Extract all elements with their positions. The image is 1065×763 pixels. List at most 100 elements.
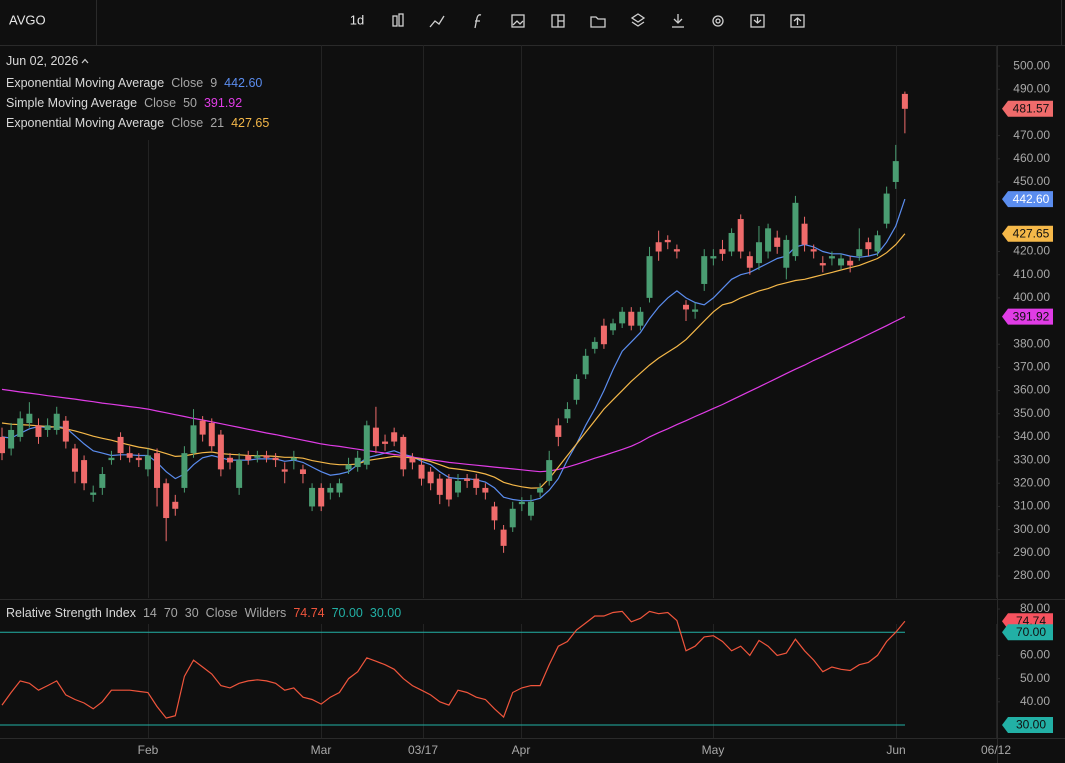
interval-button[interactable]: 1d xyxy=(350,12,364,27)
y-tick-label: 320.00 xyxy=(1013,475,1050,489)
candle-body xyxy=(746,256,753,268)
legend-source: Close xyxy=(171,116,204,130)
candle-body xyxy=(500,529,507,546)
candle-body xyxy=(254,455,261,458)
candle-body xyxy=(555,425,562,437)
legend-row[interactable]: Exponential Moving Average Close 21 427.65 xyxy=(6,113,276,133)
legend-smoothing: Wilders xyxy=(244,606,287,620)
layers-icon[interactable] xyxy=(630,13,646,27)
y-tick-label: 330.00 xyxy=(1013,452,1050,466)
legend-value: 70.00 xyxy=(331,606,363,620)
candle-body xyxy=(372,427,379,447)
legend-name: Exponential Moving Average xyxy=(6,76,165,90)
candle-body xyxy=(564,409,571,419)
y-tick-label: 290.00 xyxy=(1013,545,1050,559)
legend-date-row[interactable]: Jun 02, 2026 xyxy=(6,51,276,71)
candle-body xyxy=(436,478,443,495)
badge-label: 481.57 xyxy=(1013,101,1050,115)
y-tick-label: 450.00 xyxy=(1013,174,1050,188)
candle-body xyxy=(673,249,680,252)
candle-body xyxy=(710,256,717,259)
chart-type-icon[interactable] xyxy=(392,13,404,27)
folder-icon[interactable] xyxy=(590,16,606,28)
y-tick-label: 340.00 xyxy=(1013,429,1050,443)
candle-body xyxy=(53,413,60,430)
candle-body xyxy=(144,455,151,470)
candle-body xyxy=(17,418,24,437)
candle-body xyxy=(619,311,626,324)
legend-period: 50 xyxy=(183,96,197,110)
price-badge xyxy=(1002,191,1053,208)
badge-label: 30.00 xyxy=(1016,718,1046,732)
candle-body xyxy=(44,425,51,430)
candle-body xyxy=(400,436,407,470)
candle-body xyxy=(409,457,416,463)
layout-icon[interactable] xyxy=(551,14,565,28)
y-tick-label: 380.00 xyxy=(1013,336,1050,350)
candle-body xyxy=(181,453,188,488)
candle-body xyxy=(391,432,398,442)
candle-body xyxy=(363,425,370,465)
y-tick-label: 500.00 xyxy=(1013,58,1050,72)
function-icon[interactable] xyxy=(474,14,482,29)
candle-body xyxy=(728,232,735,252)
ma-line xyxy=(1,198,906,502)
candle-body xyxy=(491,506,498,521)
legend-value: 74.74 xyxy=(293,606,325,620)
candle-body xyxy=(26,413,33,424)
candle-body xyxy=(537,487,544,493)
candle-body xyxy=(856,249,863,257)
badge-label: 391.92 xyxy=(1013,309,1050,323)
x-tick-label: May xyxy=(702,743,725,757)
y-tick-label: 470.00 xyxy=(1013,128,1050,142)
candle-body xyxy=(509,508,516,528)
indicators-icon[interactable] xyxy=(429,15,445,28)
candle-body xyxy=(318,487,325,507)
candle-body xyxy=(99,474,106,488)
legend-row[interactable]: Simple Moving Average Close 50 391.92 xyxy=(6,93,276,113)
legend-source: Close xyxy=(205,606,238,620)
candle-body xyxy=(0,436,5,454)
legend-period: 9 xyxy=(210,76,218,90)
legend-row[interactable]: Exponential Moving Average Close 9 442.60 xyxy=(6,73,276,93)
x-tick-label: 06/12 xyxy=(981,743,1011,757)
candle-body xyxy=(692,309,699,312)
toolbar-icons xyxy=(392,13,805,29)
candle-body xyxy=(701,256,708,284)
legend-source: Close xyxy=(144,96,177,110)
candle-body xyxy=(683,304,689,310)
y-tick-label: 40.00 xyxy=(1020,694,1050,708)
badge-label: 442.60 xyxy=(1013,192,1050,206)
y-tick-label: 370.00 xyxy=(1013,360,1050,374)
rsi-legend[interactable]: Relative Strength Index 14 70 30 Close Wilder… xyxy=(6,603,408,623)
price-badge xyxy=(1002,624,1053,641)
legend-name: Exponential Moving Average xyxy=(6,116,165,130)
candle-body xyxy=(8,429,15,449)
y-tick-label: 360.00 xyxy=(1013,383,1050,397)
candle-body xyxy=(154,453,161,488)
candle-body xyxy=(883,193,890,224)
download-icon[interactable] xyxy=(672,14,684,28)
candle-body xyxy=(865,242,872,250)
candle-body xyxy=(354,457,361,468)
y-tick-label: 310.00 xyxy=(1013,499,1050,513)
y-tick-label: 350.00 xyxy=(1013,406,1050,420)
price-badge xyxy=(1002,100,1053,117)
candle-body xyxy=(199,420,206,435)
import-icon[interactable] xyxy=(750,14,765,28)
candle-body xyxy=(755,242,762,264)
candle-body xyxy=(281,469,288,472)
candle-body xyxy=(35,425,42,437)
y-tick-label: 280.00 xyxy=(1013,568,1050,582)
candle-body xyxy=(445,478,452,500)
y-tick-label: 490.00 xyxy=(1013,81,1050,95)
y-tick-label: 420.00 xyxy=(1013,244,1050,258)
candle-body xyxy=(810,249,817,252)
export-icon[interactable] xyxy=(790,14,805,28)
symbol[interactable]: AVGO xyxy=(9,12,46,27)
candle-body xyxy=(427,471,434,484)
image-icon[interactable] xyxy=(511,14,525,28)
candle-body xyxy=(610,323,617,331)
settings-icon[interactable] xyxy=(712,15,724,27)
legend-value: 30.00 xyxy=(369,606,402,620)
